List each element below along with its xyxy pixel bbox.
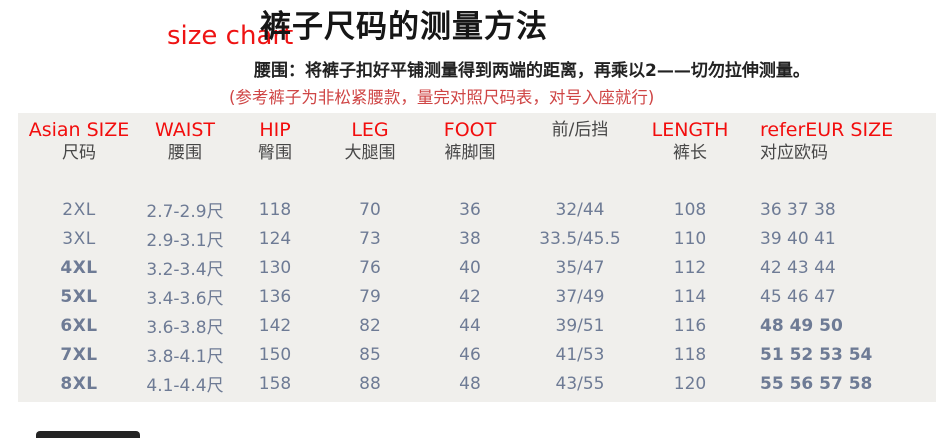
size-table-cell: 116 bbox=[673, 315, 707, 336]
size-table-cell: 3.2-3.4尺 bbox=[146, 260, 224, 280]
size-table-cell: 88 bbox=[359, 373, 381, 394]
column-header: referEUR SIZE 对应欧码 bbox=[740, 113, 936, 165]
size-table-cell: 44 bbox=[459, 315, 481, 336]
size-table-cell: 150 bbox=[258, 344, 292, 365]
size-table-cell: 41/53 bbox=[555, 344, 605, 365]
column-header-en: Asian SIZE bbox=[28, 119, 130, 141]
size-table-row: 8XL 4.1-4.4尺 158 88 48 43/55 120 55 56 57 58 bbox=[18, 369, 936, 398]
size-table-cell: 3XL bbox=[62, 228, 96, 249]
column-header-cn: 裤长 bbox=[673, 143, 707, 163]
size-table-cell: 124 bbox=[258, 228, 292, 249]
size-table-cell: 118 bbox=[673, 344, 707, 365]
size-table-cell: 76 bbox=[359, 257, 381, 278]
size-table-panel: Asian SIZE 尺码 WAIST 腰围 HIP 臀围 LEG 大腿围 FOOT 裤脚围 前/后… bbox=[18, 113, 936, 402]
size-table-cell: 112 bbox=[673, 257, 707, 278]
size-table-cell: 2.7-2.9尺 bbox=[146, 202, 224, 222]
column-header: LENGTH 裤长 bbox=[640, 113, 740, 165]
column-header: HIP 臀围 bbox=[230, 113, 320, 165]
column-header-cn: 大腿围 bbox=[344, 143, 396, 163]
size-table-cell: 136 bbox=[258, 286, 292, 307]
column-header: Asian SIZE 尺码 bbox=[18, 113, 140, 165]
column-header-en: referEUR SIZE bbox=[760, 119, 894, 141]
size-table-cell: 46 bbox=[459, 344, 481, 365]
column-header: 前/后挡 bbox=[520, 113, 640, 165]
size-table-cell: 73 bbox=[359, 228, 381, 249]
size-table-cell: 43/55 bbox=[555, 373, 605, 394]
size-table-cell: 37/49 bbox=[555, 286, 605, 307]
size-table-cell: 42 43 44 bbox=[760, 257, 836, 278]
size-table-cell: 40 bbox=[459, 257, 481, 278]
size-table-cell: 158 bbox=[258, 373, 292, 394]
size-chart-label: size chart bbox=[167, 21, 294, 51]
measurement-instruction: 腰围：将裤子扣好平铺测量得到两端的距离，再乘以2——切勿拉伸测量。 bbox=[254, 61, 810, 81]
size-table-cell: 82 bbox=[359, 315, 381, 336]
size-table-cell: 2.9-3.1尺 bbox=[146, 231, 224, 251]
size-table-cell: 4.1-4.4尺 bbox=[146, 376, 224, 396]
size-table-row: 4XL 3.2-3.4尺 130 76 40 35/47 112 42 43 44 bbox=[18, 253, 936, 282]
size-table-cell: 114 bbox=[673, 286, 707, 307]
size-table-cell: 108 bbox=[673, 199, 707, 220]
size-table-header-row: Asian SIZE 尺码 WAIST 腰围 HIP 臀围 LEG 大腿围 FOOT 裤脚围 前/后… bbox=[18, 113, 936, 165]
size-table-cell: 36 37 38 bbox=[760, 199, 836, 220]
size-table-cell: 142 bbox=[258, 315, 292, 336]
size-table-cell: 3.6-3.8尺 bbox=[146, 318, 224, 338]
size-table-cell: 8XL bbox=[60, 373, 98, 394]
column-header-cn: 前/后挡 bbox=[551, 120, 609, 140]
header-body-spacer bbox=[18, 165, 936, 195]
size-table-cell: 85 bbox=[359, 344, 381, 365]
column-header-en: FOOT bbox=[443, 119, 497, 141]
size-table-cell: 51 52 53 54 bbox=[760, 344, 873, 365]
size-table: Asian SIZE 尺码 WAIST 腰围 HIP 臀围 LEG 大腿围 FOOT 裤脚围 前/后… bbox=[18, 113, 936, 398]
size-table-row: 7XL 3.8-4.1尺 150 85 46 41/53 118 51 52 53 54 bbox=[18, 340, 936, 369]
size-table-cell: 4XL bbox=[60, 257, 98, 278]
size-table-cell: 3.8-4.1尺 bbox=[146, 347, 224, 367]
column-header-cn: 裤脚围 bbox=[444, 143, 496, 163]
column-header: WAIST 腰围 bbox=[140, 113, 230, 165]
size-table-cell: 48 bbox=[459, 373, 481, 394]
size-table-cell: 3.4-3.6尺 bbox=[146, 289, 224, 309]
page-title: 裤子尺码的测量方法 bbox=[260, 9, 548, 45]
size-table-cell: 39 40 41 bbox=[760, 228, 836, 249]
column-header-cn: 对应欧码 bbox=[760, 143, 828, 163]
size-table-cell: 48 49 50 bbox=[760, 315, 843, 336]
size-table-cell: 70 bbox=[359, 199, 381, 220]
size-table-cell: 39/51 bbox=[555, 315, 605, 336]
size-table-cell: 5XL bbox=[60, 286, 98, 307]
size-table-cell: 55 56 57 58 bbox=[760, 373, 873, 394]
size-table-row: 3XL 2.9-3.1尺 124 73 38 33.5/45.5 110 39 40 41 bbox=[18, 224, 936, 253]
column-header-en: WAIST bbox=[154, 119, 215, 141]
size-table-row: 6XL 3.6-3.8尺 142 82 44 39/51 116 48 49 50 bbox=[18, 311, 936, 340]
size-table-cell: 33.5/45.5 bbox=[539, 228, 621, 249]
cut-off-bottom-bar bbox=[36, 431, 140, 438]
size-table-cell: 79 bbox=[359, 286, 381, 307]
size-table-row: 5XL 3.4-3.6尺 136 79 42 37/49 114 45 46 47 bbox=[18, 282, 936, 311]
size-table-body: 2XL 2.7-2.9尺 118 70 36 32/44 108 36 37 38 3XL 2.9… bbox=[18, 165, 936, 398]
size-table-cell: 32/44 bbox=[555, 199, 605, 220]
size-table-cell: 36 bbox=[459, 199, 481, 220]
column-header-en: LEG bbox=[351, 119, 389, 141]
size-table-row: 2XL 2.7-2.9尺 118 70 36 32/44 108 36 37 38 bbox=[18, 195, 936, 224]
column-header-en: HIP bbox=[259, 119, 291, 141]
column-header-cn: 腰围 bbox=[168, 143, 202, 163]
column-header: LEG 大腿围 bbox=[320, 113, 420, 165]
size-table-cell: 118 bbox=[258, 199, 292, 220]
size-table-cell: 42 bbox=[459, 286, 481, 307]
column-header-cn: 臀围 bbox=[258, 143, 292, 163]
column-header-en: LENGTH bbox=[651, 119, 729, 141]
size-table-cell: 35/47 bbox=[555, 257, 605, 278]
size-table-cell: 110 bbox=[673, 228, 707, 249]
measurement-note: (参考裤子为非松紧腰款，量完对照尺码表，对号入座就行) bbox=[229, 88, 655, 107]
size-table-cell: 130 bbox=[258, 257, 292, 278]
size-table-cell: 38 bbox=[459, 228, 481, 249]
size-table-cell: 120 bbox=[673, 373, 707, 394]
size-table-cell: 7XL bbox=[60, 344, 98, 365]
size-table-cell: 45 46 47 bbox=[760, 286, 836, 307]
size-table-cell: 2XL bbox=[62, 199, 96, 220]
column-header: FOOT 裤脚围 bbox=[420, 113, 520, 165]
size-table-cell: 6XL bbox=[60, 315, 98, 336]
column-header-cn: 尺码 bbox=[62, 143, 96, 163]
